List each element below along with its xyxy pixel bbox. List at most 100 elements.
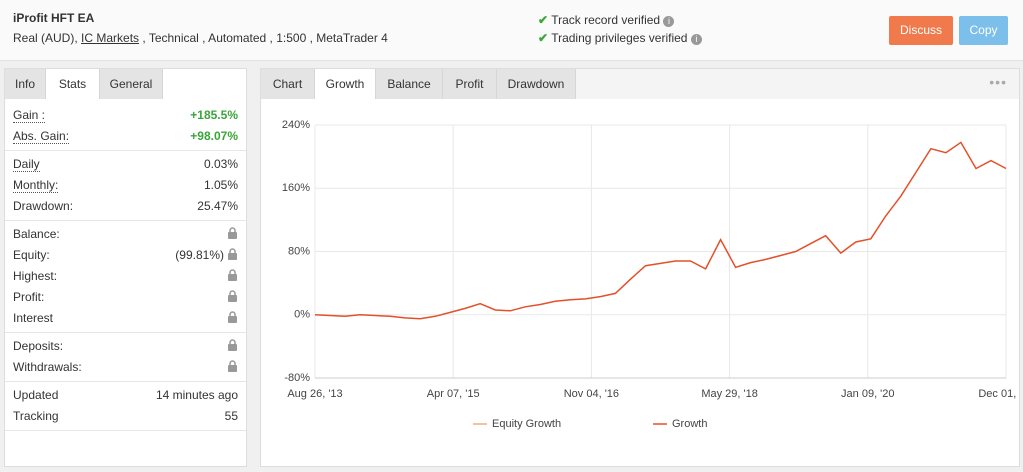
- stats-list: Gain : +185.5% Abs. Gain: +98.07% Daily 0.03%…: [5, 102, 246, 431]
- verification: ✔ Track record verified i: [538, 13, 675, 27]
- stats-row: Updated 14 minutes ago: [5, 385, 246, 406]
- subtitle-text: , Technical , Automated , 1:500 , MetaTr…: [139, 31, 388, 45]
- stats-row: Monthly: 1.05%: [5, 175, 246, 196]
- stats-label: Tracking: [13, 409, 59, 423]
- growth-line: [314, 141, 1007, 320]
- copy-button[interactable]: Copy: [959, 16, 1008, 45]
- stats-row: Equity: (99.81%): [5, 245, 246, 266]
- y-tick-label: 160%: [282, 182, 310, 194]
- value-text: 25.47%: [197, 199, 238, 213]
- stats-label: Withdrawals:: [13, 360, 82, 374]
- tabs: Info Stats General: [5, 69, 246, 99]
- stats-value: [224, 336, 238, 358]
- stats-label: Gain :: [13, 108, 46, 123]
- stats-value: (99.81%): [175, 245, 238, 267]
- lock-icon: [227, 290, 238, 305]
- y-tick-label: 80%: [288, 245, 310, 257]
- stats-group: Updated 14 minutes ago Tracking 55: [5, 382, 246, 431]
- lock-icon: [227, 339, 238, 354]
- stats-value: [224, 266, 238, 288]
- stats-row: Drawdown: 25.47%: [5, 196, 246, 217]
- stats-label: Equity:: [13, 248, 50, 262]
- stats-value: [224, 357, 238, 379]
- stats-label: Profit:: [13, 290, 45, 304]
- legend-label: Equity Growth: [492, 418, 561, 430]
- x-tick-label: Nov 04, '16: [564, 388, 619, 400]
- stats-row: Balance:: [5, 224, 246, 245]
- header: iProfit HFT EA Real (AUD), IC Markets , …: [0, 0, 1023, 61]
- legend-item[interactable]: Growth: [653, 418, 707, 430]
- y-tick-label: -80%: [284, 372, 310, 384]
- tab[interactable]: Drawdown: [497, 69, 576, 99]
- x-tick-label: Dec 01, '21: [978, 388, 1019, 400]
- stats-group: Daily 0.03% Monthly: 1.05% Drawdown: 25.47%: [5, 151, 246, 221]
- lock-icon: [227, 311, 238, 326]
- title: iProfit HFT EA: [13, 11, 95, 25]
- verification-text: Track record verified: [551, 13, 661, 27]
- x-tick-label: Jan 09, '20: [841, 388, 894, 400]
- stats-value: [224, 308, 238, 330]
- tab[interactable]: Info: [5, 69, 46, 99]
- verification-text: Trading privileges verified: [551, 31, 688, 45]
- x-tick-label: Aug 26, '13: [287, 388, 342, 400]
- stats-label: Deposits:: [13, 339, 64, 353]
- y-tick-label: 0%: [294, 309, 310, 321]
- lock-icon: [227, 360, 238, 375]
- y-tick-label: 240%: [282, 119, 310, 131]
- stats-panel: Info Stats General Gain : +185.5% Abs. Gain:…: [4, 68, 247, 467]
- tab[interactable]: Chart: [261, 69, 315, 99]
- broker-link[interactable]: IC Markets: [81, 31, 140, 45]
- tab[interactable]: General: [100, 69, 163, 99]
- stats-row: Withdrawals:: [5, 357, 246, 378]
- tab[interactable]: Stats: [46, 69, 100, 99]
- stats-row: Gain : +185.5%: [5, 105, 246, 126]
- subtitle: Real (AUD), IC Markets , Technical , Aut…: [13, 31, 388, 45]
- chart-panel: Chart Growth Balance Profit Drawdown ••• -80…: [260, 68, 1020, 467]
- stats-value: +185.5%: [190, 105, 238, 126]
- stats-value: [224, 287, 238, 309]
- stats-value: 55: [225, 406, 238, 427]
- lock-icon: [227, 227, 238, 242]
- value-text: (99.81%): [175, 248, 224, 262]
- legend-label: Growth: [672, 418, 707, 430]
- tab[interactable]: Profit: [443, 69, 497, 99]
- stats-row: Deposits:: [5, 336, 246, 357]
- stats-label: Abs. Gain:: [13, 129, 70, 144]
- stats-value: 25.47%: [197, 196, 238, 217]
- stats-label: Balance:: [13, 227, 60, 241]
- stats-row: Abs. Gain: +98.07%: [5, 126, 246, 147]
- verification: ✔ Trading privileges verified i: [538, 31, 702, 45]
- stats-row: Interest: [5, 308, 246, 329]
- stats-value: +98.07%: [190, 126, 238, 147]
- stats-group: Gain : +185.5% Abs. Gain: +98.07%: [5, 102, 246, 151]
- legend-item[interactable]: Equity Growth: [473, 418, 561, 430]
- stats-row: Tracking 55: [5, 406, 246, 427]
- stats-row: Profit:: [5, 287, 246, 308]
- stats-value: 14 minutes ago: [156, 385, 238, 406]
- stats-label: Interest: [13, 311, 54, 325]
- value-text: 1.05%: [203, 178, 238, 192]
- growth-chart: -80% 0% 80% 160% 240% Aug 26, '13 Apr 07, '15 N…: [282, 119, 1019, 430]
- lock-icon: [227, 248, 238, 263]
- stats-row: Highest:: [5, 266, 246, 287]
- lock-icon: [227, 269, 238, 284]
- value-text: 55: [224, 409, 238, 423]
- tabs: Chart Growth Balance Profit Drawdown: [261, 69, 1019, 99]
- tab[interactable]: Balance: [376, 69, 443, 99]
- stats-row: Daily 0.03%: [5, 154, 246, 175]
- value-text: 0.03%: [203, 157, 238, 171]
- discuss-button[interactable]: Discuss: [889, 16, 953, 45]
- tab[interactable]: Growth: [315, 69, 376, 99]
- stats-label: Daily: [13, 157, 40, 172]
- subtitle-text: Real (AUD),: [13, 31, 82, 45]
- value-text: +185.5%: [190, 108, 238, 122]
- stats-label: Monthly:: [13, 178, 59, 193]
- menu[interactable]: •••: [989, 74, 1007, 90]
- stats-label: Highest:: [13, 269, 58, 283]
- stats-group: Deposits: Withdrawals:: [5, 333, 246, 382]
- x-tick-label: May 29, '18: [701, 388, 758, 400]
- stats-value: 1.05%: [204, 175, 238, 196]
- stats-group: Balance: Equity: (99.81%) Highest: Profit: In…: [5, 221, 246, 333]
- value-text: 14 minutes ago: [155, 388, 238, 402]
